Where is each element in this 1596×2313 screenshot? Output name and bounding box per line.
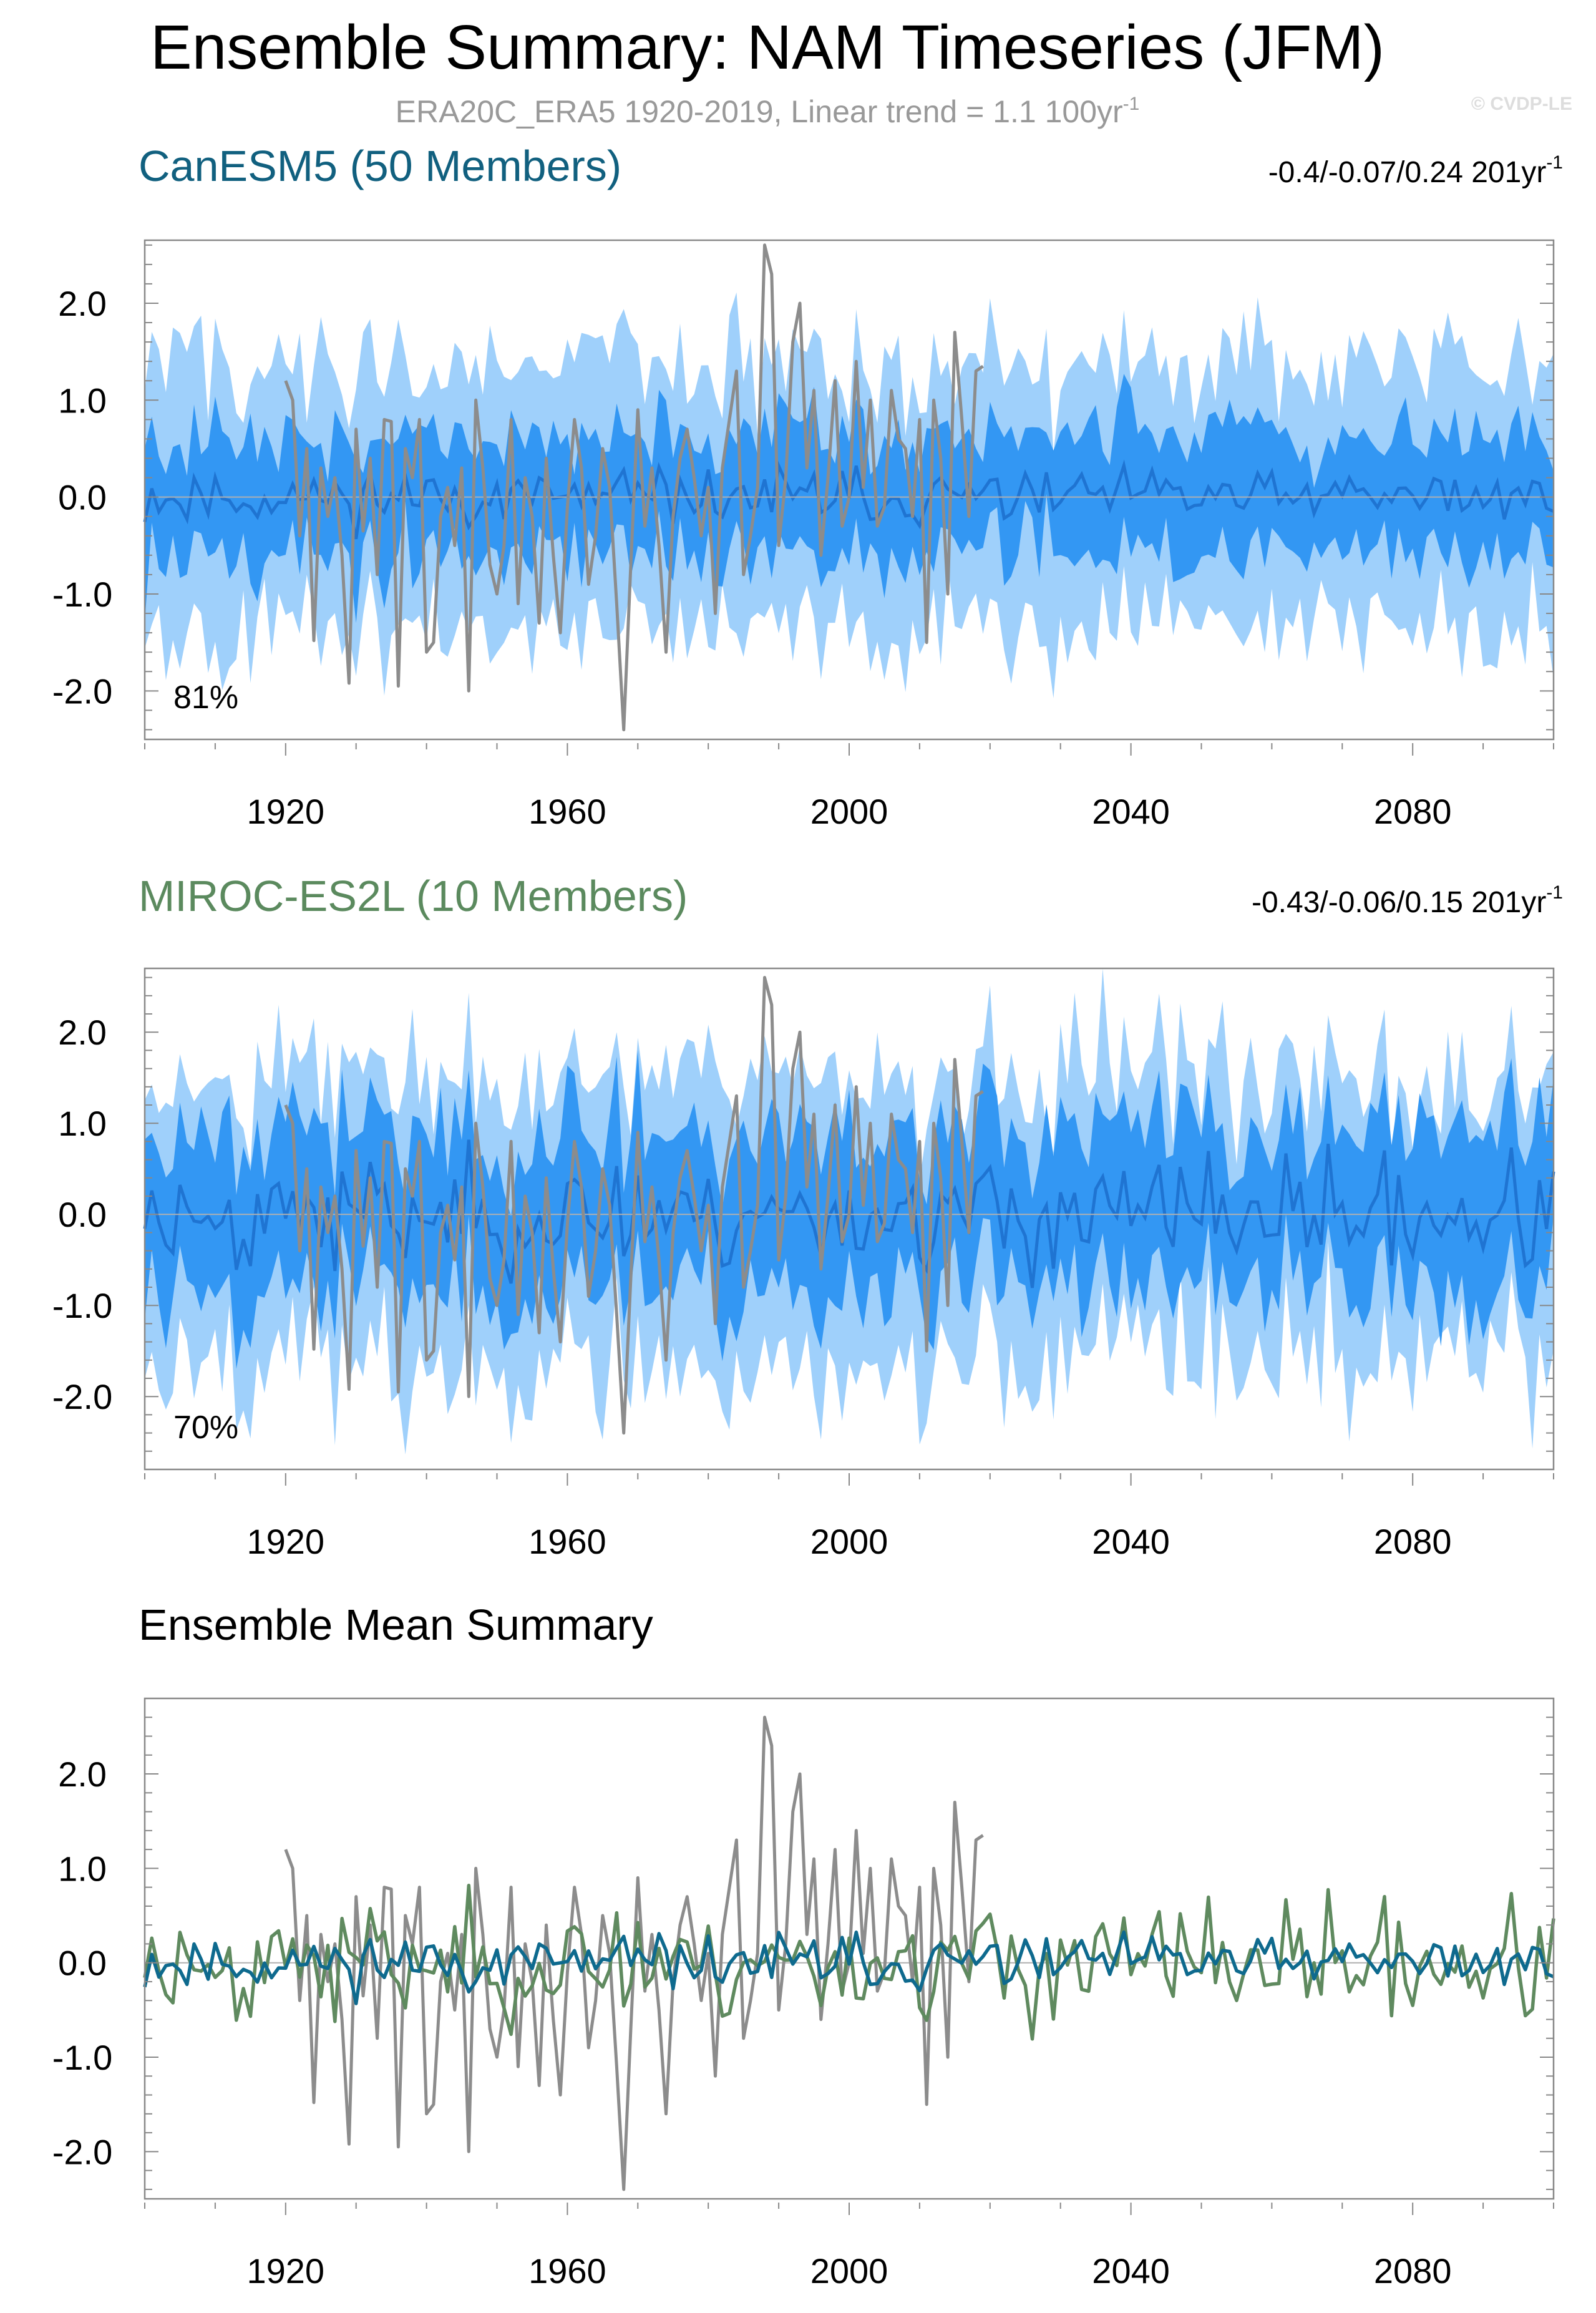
x-tick-label: 2000 (810, 1522, 888, 1561)
panel1-trend-superscript: -1 (1546, 152, 1563, 173)
observation-line (284, 976, 984, 1435)
panel1-title: CanESM5 (50 Members) (139, 142, 621, 190)
x-tick-label: 1920 (247, 1522, 325, 1561)
credit-label: © CVDP-LE (1471, 94, 1572, 114)
canesm5-mean-line (143, 1930, 1555, 2005)
y-tick-label: 0.0 (58, 1195, 107, 1234)
panel1-trend-text: -0.4/-0.07/0.24 201yr (1268, 156, 1547, 189)
y-tick-label: 1.0 (58, 381, 107, 420)
panel1-percent: 81% (173, 679, 238, 716)
panel2-trend-superscript: -1 (1546, 882, 1563, 903)
x-tick-label: 2080 (1374, 1522, 1452, 1561)
subtitle-text: ERA20C_ERA5 1920-2019, Linear trend = 1.… (396, 94, 1123, 129)
x-tick-label: 1960 (528, 792, 606, 831)
y-tick-label: -2.0 (52, 671, 113, 711)
panel1-trend: -0.4/-0.07/0.24 201yr-1 (1268, 152, 1563, 189)
panel-canesm5: 1920 1960 2000 2040 2080 2.0 1.0 0.0 -1.0 -2.0 (52, 239, 1555, 831)
y-tick-label: -2.0 (52, 1377, 113, 1416)
panel2-trend-text: -0.43/-0.06/0.15 201yr (1252, 886, 1546, 919)
panel-ensemble-mean: 1920 1960 2000 2040 2080 2.0 1.0 0.0 -1.0 -2.0 (52, 1697, 1555, 2291)
x-tick-label: 2040 (1092, 2251, 1170, 2291)
y-tick-label: -1.0 (52, 575, 113, 614)
y-tick-label: 2.0 (58, 284, 107, 323)
x-tick-label: 1920 (247, 792, 325, 831)
panel2-trend: -0.43/-0.06/0.15 201yr-1 (1252, 882, 1563, 919)
plot-frame (144, 967, 1555, 1471)
panel3-title: Ensemble Mean Summary (139, 1600, 653, 1649)
x-tick-label: 1920 (247, 2251, 325, 2291)
figure-title: Ensemble Summary: NAM Timeseries (JFM) (150, 12, 1384, 82)
figure-subtitle: ERA20C_ERA5 1920-2019, Linear trend = 1.… (396, 94, 1140, 129)
panel-miroc-es2l: 1920 1960 2000 2040 2080 2.0 1.0 0.0 -1.0 -2.0 (52, 967, 1555, 1561)
plot-frame (144, 239, 1555, 741)
x-tick-label: 2040 (1092, 1522, 1170, 1561)
observation-line (284, 243, 984, 731)
x-tick-label: 1960 (528, 2251, 606, 2291)
subtitle-superscript: -1 (1123, 94, 1140, 114)
x-tick-label: 2080 (1374, 792, 1452, 831)
y-tick-label: 2.0 (58, 1755, 107, 1794)
miroc-mean-line (143, 1884, 1555, 2041)
panel2-percent: 70% (173, 1410, 238, 1446)
y-tick-label: 0.0 (58, 478, 107, 517)
y-tick-label: -1.0 (52, 2038, 113, 2077)
y-tick-label: 0.0 (58, 1944, 107, 1983)
x-tick-label: 2000 (810, 2251, 888, 2291)
panel2-title: MIROC-ES2L (10 Members) (139, 872, 688, 920)
plot-frame (144, 1697, 1555, 2200)
x-tick-label: 2040 (1092, 792, 1170, 831)
x-tick-label: 2080 (1374, 2251, 1452, 2291)
x-tick-label: 2000 (810, 792, 888, 831)
y-tick-label: 1.0 (58, 1104, 107, 1143)
y-tick-label: -2.0 (52, 2132, 113, 2171)
y-tick-label: 2.0 (58, 1013, 107, 1052)
x-tick-label: 1960 (528, 1522, 606, 1561)
y-tick-label: 1.0 (58, 1849, 107, 1888)
y-tick-label: -1.0 (52, 1286, 113, 1325)
